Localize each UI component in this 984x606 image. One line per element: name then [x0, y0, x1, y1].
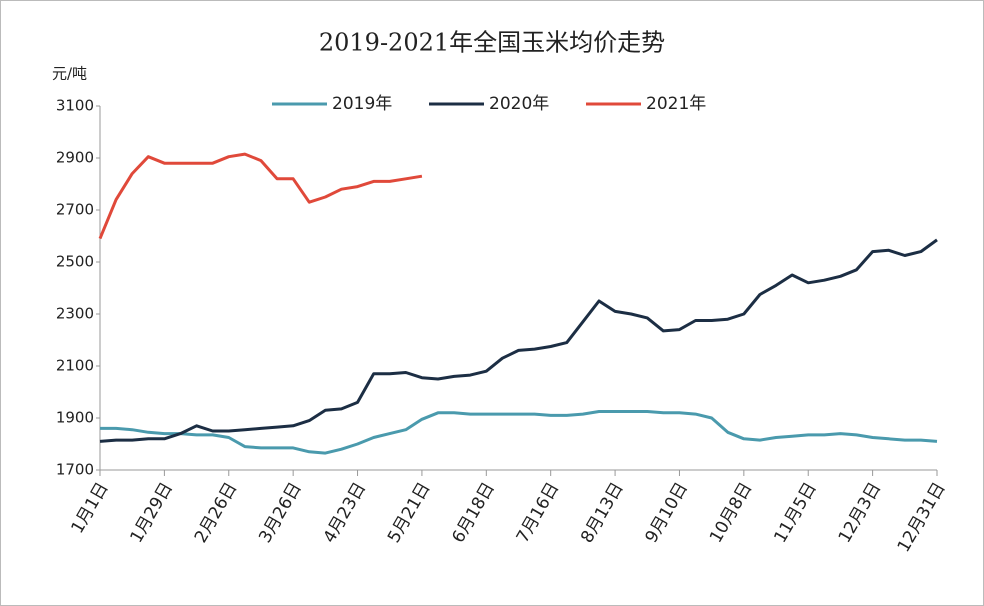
series-line [99, 238, 938, 443]
y-tick-label: 1900 [56, 409, 94, 427]
legend-label: 2019年 [332, 94, 392, 114]
chart-title: 2019-2021年全国玉米均价走势 [319, 29, 665, 57]
y-tick-label: 3100 [56, 97, 94, 115]
y-axis-label: 元/吨 [52, 65, 87, 83]
y-tick-label: 2700 [56, 201, 94, 219]
y-tick-label: 2300 [56, 305, 94, 323]
legend-label: 2020年 [489, 94, 549, 114]
y-tick-label: 2500 [56, 253, 94, 271]
y-tick-label: 2900 [56, 149, 94, 167]
y-tick-label: 1700 [56, 461, 94, 479]
y-tick-label: 2100 [56, 357, 94, 375]
legend-label: 2021年 [646, 94, 706, 114]
series-line [100, 410, 938, 455]
series-line [98, 152, 423, 240]
